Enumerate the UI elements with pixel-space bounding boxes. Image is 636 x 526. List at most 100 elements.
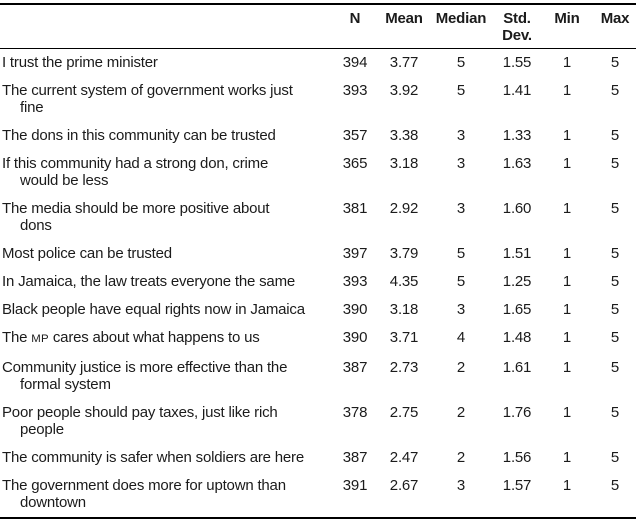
header-statement (0, 4, 330, 49)
statement-line: The dons in this community can be truste… (2, 127, 276, 144)
value-cell: 1.57 (502, 477, 532, 494)
table-body: I trust the prime minister 394 3.77 5 1.55 1 5… (0, 49, 636, 519)
value-cell: 5 (456, 54, 466, 71)
value-cell: 1 (562, 127, 572, 144)
statement-line-continued: downtown (20, 494, 86, 511)
value-cell: 5 (610, 449, 620, 466)
value-cell: 1 (562, 301, 572, 318)
statement-cell: The MP cares about what happens to us (0, 324, 330, 354)
mp-smallcaps: MP (31, 333, 49, 345)
value-cell: 357 (342, 127, 368, 144)
value-cell: 5 (610, 155, 620, 172)
statement-cell: I trust the prime minister (0, 49, 330, 78)
value-cell: 1.65 (502, 301, 532, 318)
table-row: In Jamaica, the law treats everyone the … (0, 268, 636, 296)
value-cell: 391 (342, 477, 368, 494)
table-row: Black people have equal rights now in Ja… (0, 296, 636, 324)
statement-line: I trust the prime minister (2, 54, 158, 71)
value-cell: 4 (456, 329, 466, 346)
table-row: I trust the prime minister 394 3.77 5 1.55 1 5 (0, 49, 636, 78)
table-row: The media should be more positive about d… (0, 195, 636, 240)
value-cell: 2 (456, 449, 466, 466)
value-cell: 5 (610, 82, 620, 99)
table-row: Poor people should pay taxes, just like … (0, 399, 636, 444)
table-row: The community is safer when soldiers are… (0, 444, 636, 472)
value-cell: 3.18 (389, 301, 419, 318)
header-median: Median (428, 4, 494, 49)
statement-line-continued: fine (20, 99, 44, 116)
value-cell: 381 (342, 200, 368, 217)
statement-cell: Poor people should pay taxes, just like … (0, 399, 330, 444)
statement-line: The community is safer when soldiers are… (2, 449, 304, 466)
value-cell: 3.92 (389, 82, 419, 99)
header-std-line1: Std. (503, 10, 531, 27)
value-cell: 5 (456, 245, 466, 262)
value-cell: 3 (456, 477, 466, 494)
value-cell: 1 (562, 477, 572, 494)
value-cell: 2.47 (389, 449, 419, 466)
statement-line: The current system of government works j… (2, 82, 293, 99)
value-cell: 5 (456, 82, 466, 99)
value-cell: 5 (610, 404, 620, 421)
header-std-dev: Std. Dev. (494, 4, 540, 49)
header-max: Max (594, 4, 636, 49)
value-cell: 3 (456, 301, 466, 318)
value-cell: 2.73 (389, 359, 419, 376)
value-cell: 3.38 (389, 127, 419, 144)
statement-line: The government does more for uptown than (2, 477, 286, 494)
statement-cell: The current system of government works j… (0, 77, 330, 122)
statement-line-continued: formal system (20, 376, 111, 393)
value-cell: 3.77 (389, 54, 419, 71)
statement-line: Community justice is more effective than… (2, 359, 288, 376)
value-cell: 1.61 (502, 359, 532, 376)
value-cell: 3 (456, 155, 466, 172)
statement-line: Most police can be trusted (2, 245, 172, 262)
table-row: If this community had a strong don, crim… (0, 150, 636, 195)
value-cell: 393 (342, 273, 368, 290)
statement-cell: The media should be more positive about d… (0, 195, 330, 240)
value-cell: 387 (342, 449, 368, 466)
statement-line: In Jamaica, the law treats everyone the … (2, 273, 296, 290)
value-cell: 1.56 (502, 449, 532, 466)
statement-line: Poor people should pay taxes, just like … (2, 404, 278, 421)
table-row: The current system of government works j… (0, 77, 636, 122)
value-cell: 3 (456, 200, 466, 217)
statement-line-continued: people (20, 421, 64, 438)
value-cell: 1 (562, 329, 572, 346)
value-cell: 1 (562, 245, 572, 262)
value-cell: 5 (610, 301, 620, 318)
value-cell: 5 (610, 245, 620, 262)
statement-cell: The community is safer when soldiers are… (0, 444, 330, 472)
value-cell: 1.63 (502, 155, 532, 172)
statement-line: The MP cares about what happens to us (2, 329, 260, 346)
header-n: N (330, 4, 380, 49)
value-cell: 390 (342, 301, 368, 318)
statement-line: The media should be more positive about (2, 200, 270, 217)
header-row: N Mean Median Std. Dev. Min Max (0, 4, 636, 49)
header-std-line2: Dev. (502, 27, 532, 44)
value-cell: 1.76 (502, 404, 532, 421)
value-cell: 387 (342, 359, 368, 376)
statement-cell: The dons in this community can be truste… (0, 122, 330, 150)
value-cell: 1 (562, 54, 572, 71)
value-cell: 394 (342, 54, 368, 71)
value-cell: 1 (562, 200, 572, 217)
value-cell: 3.79 (389, 245, 419, 262)
value-cell: 5 (610, 200, 620, 217)
value-cell: 1 (562, 359, 572, 376)
value-cell: 5 (610, 359, 620, 376)
value-cell: 1 (562, 404, 572, 421)
statement-line-continued: dons (20, 217, 52, 234)
value-cell: 5 (610, 329, 620, 346)
statement-cell: If this community had a strong don, crim… (0, 150, 330, 195)
table-header: N Mean Median Std. Dev. Min Max (0, 4, 636, 49)
value-cell: 2.92 (389, 200, 419, 217)
statement-cell: In Jamaica, the law treats everyone the … (0, 268, 330, 296)
header-min: Min (540, 4, 594, 49)
value-cell: 397 (342, 245, 368, 262)
value-cell: 365 (342, 155, 368, 172)
statement-line-continued: would be less (20, 172, 109, 189)
value-cell: 2 (456, 404, 466, 421)
value-cell: 1 (562, 273, 572, 290)
value-cell: 1.60 (502, 200, 532, 217)
